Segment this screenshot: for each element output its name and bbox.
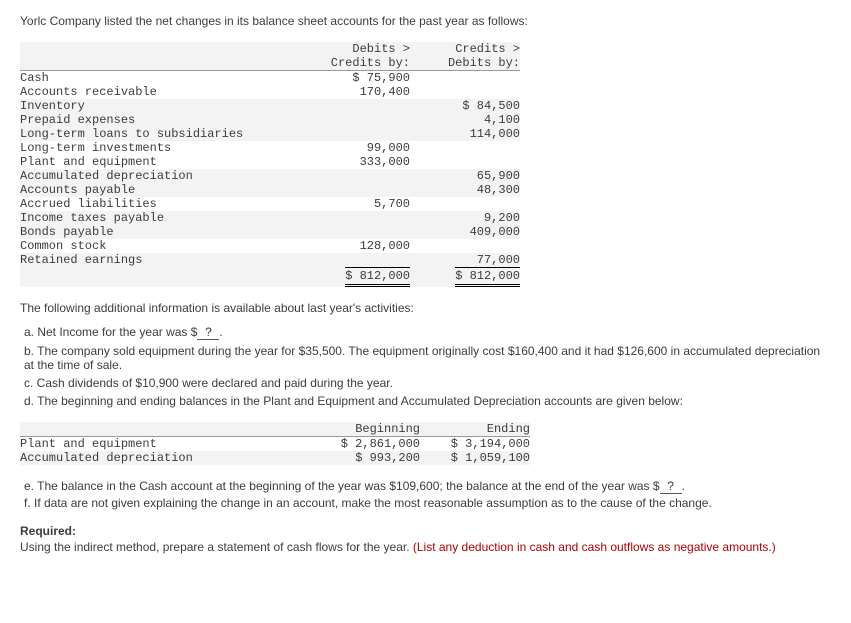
row-debit <box>310 183 410 197</box>
row-label: Prepaid expenses <box>20 113 310 127</box>
row-debit <box>310 127 410 141</box>
row-debit: 333,000 <box>310 155 410 169</box>
blank-a: ? <box>197 325 219 340</box>
row-label: Accounts receivable <box>20 85 310 99</box>
row-beg: $ 993,200 <box>310 451 420 465</box>
row-label: Plant and equipment <box>20 437 310 452</box>
beg-end-table: Beginning Ending Plant and equipment$ 2,… <box>20 422 530 465</box>
row-credit: 77,000 <box>410 253 520 267</box>
intro-text: Yorlc Company listed the net changes in … <box>20 14 831 28</box>
row-beg: $ 2,861,000 <box>310 437 420 452</box>
row-credit: 4,100 <box>410 113 520 127</box>
header-beginning: Beginning <box>310 422 420 437</box>
balance-changes-table: Debits > Credits > Credits by: Debits by… <box>20 42 520 287</box>
row-credit: 9,200 <box>410 211 520 225</box>
row-credit <box>410 197 520 211</box>
row-debit <box>310 211 410 225</box>
blank-e: ? <box>660 479 682 494</box>
row-credit <box>410 141 520 155</box>
row-debit: 128,000 <box>310 239 410 253</box>
row-label: Plant and equipment <box>20 155 310 169</box>
row-debit: 99,000 <box>310 141 410 155</box>
header-credit-2: Debits by: <box>410 56 520 71</box>
header-debit-2: Credits by: <box>310 56 410 71</box>
row-credit <box>410 155 520 169</box>
row-label: Long-term loans to subsidiaries <box>20 127 310 141</box>
row-credit <box>410 85 520 99</box>
total-credit: $ 812,000 <box>455 267 520 287</box>
header-debit-1: Debits > <box>310 42 410 56</box>
row-debit: 170,400 <box>310 85 410 99</box>
row-debit <box>310 225 410 239</box>
row-label: Accounts payable <box>20 183 310 197</box>
row-credit <box>410 71 520 86</box>
row-credit: 409,000 <box>410 225 520 239</box>
row-label: Income taxes payable <box>20 211 310 225</box>
row-label: Retained earnings <box>20 253 310 267</box>
row-debit <box>310 113 410 127</box>
row-label: Bonds payable <box>20 225 310 239</box>
row-end: $ 1,059,100 <box>420 451 530 465</box>
row-credit: 114,000 <box>410 127 520 141</box>
row-debit <box>310 169 410 183</box>
row-credit: $ 84,500 <box>410 99 520 113</box>
total-debit: $ 812,000 <box>345 267 410 287</box>
follow-text: The following additional information is … <box>20 301 831 315</box>
row-debit <box>310 253 410 267</box>
info-d: d. The beginning and ending balances in … <box>24 394 831 408</box>
row-label: Common stock <box>20 239 310 253</box>
row-label: Cash <box>20 71 310 86</box>
required-label: Required: <box>20 524 76 538</box>
row-label: Long-term investments <box>20 141 310 155</box>
row-label: Accumulated depreciation <box>20 451 310 465</box>
required-red: (List any deduction in cash and cash out… <box>413 540 776 554</box>
required-text: Using the indirect method, prepare a sta… <box>20 540 831 554</box>
row-label: Inventory <box>20 99 310 113</box>
row-label: Accumulated depreciation <box>20 169 310 183</box>
info-c: c. Cash dividends of $10,900 were declar… <box>24 376 831 390</box>
row-debit <box>310 99 410 113</box>
row-credit: 65,900 <box>410 169 520 183</box>
header-credit-1: Credits > <box>410 42 520 56</box>
info-b: b. The company sold equipment during the… <box>24 344 831 372</box>
row-debit: 5,700 <box>310 197 410 211</box>
row-end: $ 3,194,000 <box>420 437 530 452</box>
info-e: e. The balance in the Cash account at th… <box>24 479 831 494</box>
info-a: a. Net Income for the year was $?. <box>24 325 831 340</box>
info-f: f. If data are not given explaining the … <box>24 496 831 510</box>
row-debit: $ 75,900 <box>310 71 410 86</box>
row-label: Accrued liabilities <box>20 197 310 211</box>
header-ending: Ending <box>420 422 530 437</box>
row-credit <box>410 239 520 253</box>
row-credit: 48,300 <box>410 183 520 197</box>
